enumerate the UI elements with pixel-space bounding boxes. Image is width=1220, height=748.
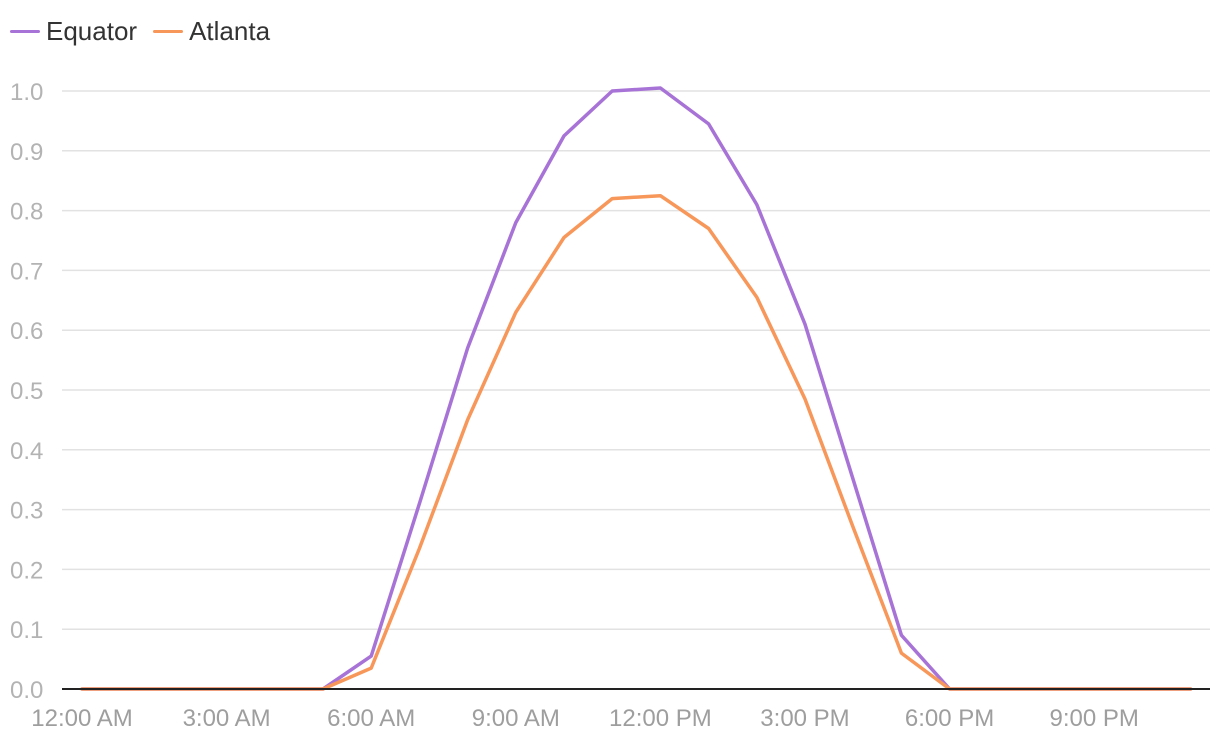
- legend-label-atlanta: Atlanta: [189, 16, 271, 46]
- y-tick-label: 0.6: [10, 318, 43, 345]
- x-tick-label: 6:00 AM: [327, 705, 415, 732]
- y-tick-label: 0.5: [10, 378, 43, 405]
- legend: Equator Atlanta: [10, 18, 270, 44]
- series-line-equator: [80, 86, 1193, 691]
- y-tick-label: 0.9: [10, 139, 43, 166]
- x-tick-label: 3:00 AM: [183, 705, 271, 732]
- legend-swatch-atlanta: [153, 29, 184, 33]
- legend-item-equator: Equator: [10, 18, 137, 44]
- y-tick-label: 1.0: [10, 79, 43, 106]
- y-tick-label: 0.0: [10, 677, 43, 704]
- y-tick-label: 0.8: [10, 199, 43, 226]
- legend-label-equator: Equator: [46, 16, 138, 46]
- x-tick-label: 12:00 AM: [31, 705, 132, 732]
- y-tick-label: 0.4: [10, 438, 43, 465]
- legend-swatch-equator: [10, 29, 40, 33]
- y-tick-label: 0.7: [10, 258, 43, 285]
- x-tick-label: 9:00 AM: [472, 705, 560, 732]
- x-tick-label: 6:00 PM: [905, 705, 994, 732]
- y-tick-label: 0.2: [10, 557, 43, 584]
- y-tick-label: 0.3: [10, 498, 43, 525]
- legend-item-atlanta: Atlanta: [153, 18, 270, 44]
- x-tick-label: 3:00 PM: [760, 705, 849, 732]
- y-tick-label: 0.1: [10, 617, 43, 644]
- x-tick-label: 12:00 PM: [609, 705, 712, 732]
- x-tick-label: 9:00 PM: [1050, 705, 1139, 732]
